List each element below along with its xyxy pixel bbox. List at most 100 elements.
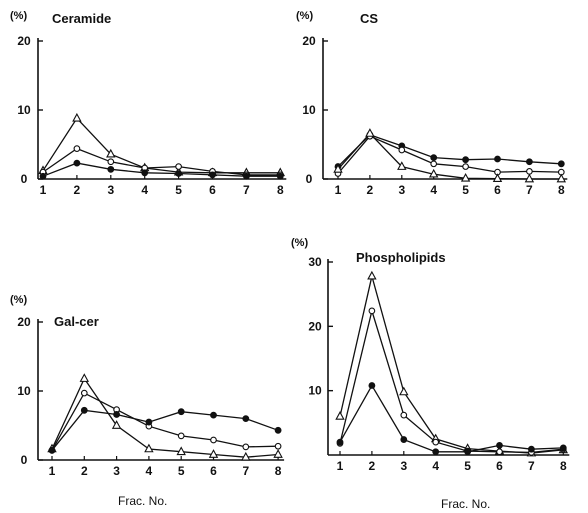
series-line [337, 134, 562, 168]
data-point-filled-circle [39, 172, 47, 180]
data-point-triangle [460, 172, 471, 182]
data-point-filled-circle [80, 406, 88, 414]
x-tick-label: 4 [432, 459, 439, 473]
y-tick-label: 20 [17, 315, 31, 329]
series-line [42, 162, 281, 177]
data-point-filled-circle [526, 158, 533, 166]
series-line [337, 135, 562, 174]
data-point-filled-circle [48, 446, 56, 454]
chart-title: Gal-cer [54, 314, 99, 329]
chart-title: CS [360, 11, 378, 26]
data-point-triangle [72, 112, 82, 122]
series-line [51, 409, 279, 451]
series-line [339, 276, 564, 454]
data-point-open-circle [242, 443, 250, 451]
data-point-open-circle [274, 442, 282, 450]
x-tick-label: 7 [243, 183, 250, 197]
series-filled-circle [336, 382, 567, 456]
data-point-filled-circle [242, 172, 250, 180]
chart-panel-1: 0 10 20 1 2 3 4 5 6 7 8 (%) Ceramide [10, 10, 287, 197]
y-tick-label: 10 [308, 384, 322, 398]
data-point-triangle [556, 173, 567, 183]
data-point-triangle [273, 449, 283, 458]
x-tick-label: 7 [526, 183, 533, 197]
x-tick-label: 7 [528, 459, 535, 473]
data-point-triangle [335, 411, 345, 420]
data-point-triangle [106, 148, 116, 158]
x-tick-label: 1 [40, 183, 47, 197]
x-tick-label: 4 [141, 183, 148, 197]
data-point-filled-circle [209, 171, 216, 179]
series-line [42, 117, 281, 174]
y-unit-label: (%) [10, 10, 27, 22]
x-tick-label: 8 [558, 183, 565, 197]
data-point-open-circle [80, 389, 88, 397]
y-tick-label: 30 [308, 255, 322, 269]
data-point-triangle [333, 163, 343, 173]
x-tick-label: 5 [462, 183, 469, 197]
chart-title: Phospholipids [356, 250, 446, 265]
y-tick-label: 0 [21, 453, 28, 467]
x-tick-label: 8 [560, 459, 567, 473]
x-tick-label: 1 [335, 183, 342, 197]
data-point-triangle [524, 173, 535, 183]
data-point-triangle [367, 270, 377, 280]
series-line [337, 132, 562, 180]
x-tick-label: 6 [496, 459, 503, 473]
x-tick-label: 6 [210, 464, 217, 478]
data-point-filled-circle [177, 408, 185, 416]
y-tick-label: 0 [21, 172, 28, 186]
data-point-open-circle [430, 160, 438, 168]
data-point-triangle [208, 449, 219, 458]
x-tick-label: 6 [209, 183, 216, 197]
data-point-triangle [397, 161, 407, 170]
data-point-triangle [399, 386, 409, 396]
data-point-filled-circle [210, 411, 217, 419]
data-point-triangle [492, 173, 503, 183]
data-point-open-circle [462, 163, 469, 170]
x-tick-label: 5 [178, 464, 185, 478]
data-point-open-circle [368, 307, 376, 315]
data-point-triangle [79, 373, 90, 382]
series-open-circle [334, 132, 565, 177]
data-point-filled-circle [175, 170, 183, 177]
data-point-triangle [428, 168, 439, 178]
series-line [42, 147, 281, 176]
data-point-filled-circle [242, 415, 250, 423]
series-line [339, 308, 564, 454]
data-point-filled-circle [462, 156, 470, 164]
x-tick-label: 3 [400, 459, 407, 473]
y-tick-label: 10 [302, 103, 316, 117]
data-point-filled-circle [557, 160, 565, 168]
series-triangle [333, 128, 567, 183]
x-tick-label: 2 [369, 459, 376, 473]
y-unit-label: (%) [291, 237, 308, 249]
series-line [51, 377, 279, 458]
y-unit-label: (%) [10, 294, 27, 306]
x-tick-label: 8 [277, 183, 284, 197]
data-point-filled-circle [113, 411, 120, 418]
data-point-filled-circle [141, 169, 149, 177]
data-point-open-circle [526, 168, 533, 175]
data-point-filled-circle [464, 448, 472, 456]
x-tick-label: 7 [242, 464, 249, 478]
y-unit-label: (%) [296, 10, 313, 22]
data-point-open-circle [175, 163, 182, 170]
x-tick-label: 1 [49, 464, 56, 478]
x-tick-label: 5 [175, 183, 182, 197]
data-point-open-circle [210, 436, 217, 444]
data-point-filled-circle [430, 154, 438, 162]
data-point-triangle [365, 128, 375, 137]
data-point-open-circle [73, 145, 81, 152]
data-point-open-circle [432, 438, 440, 446]
chart-panel-3: 0 10 20 1 2 3 4 5 6 7 8 (%) Gal-cer Frac. No. [10, 294, 285, 508]
x-axis-label: Frac. No. [441, 497, 490, 511]
x-tick-label: 1 [337, 459, 344, 473]
x-tick-label: 6 [494, 183, 501, 197]
series-line [339, 384, 564, 453]
data-point-filled-circle [432, 448, 440, 456]
data-point-triangle [111, 420, 122, 429]
data-point-triangle [241, 451, 251, 461]
data-point-open-circle [398, 146, 406, 154]
